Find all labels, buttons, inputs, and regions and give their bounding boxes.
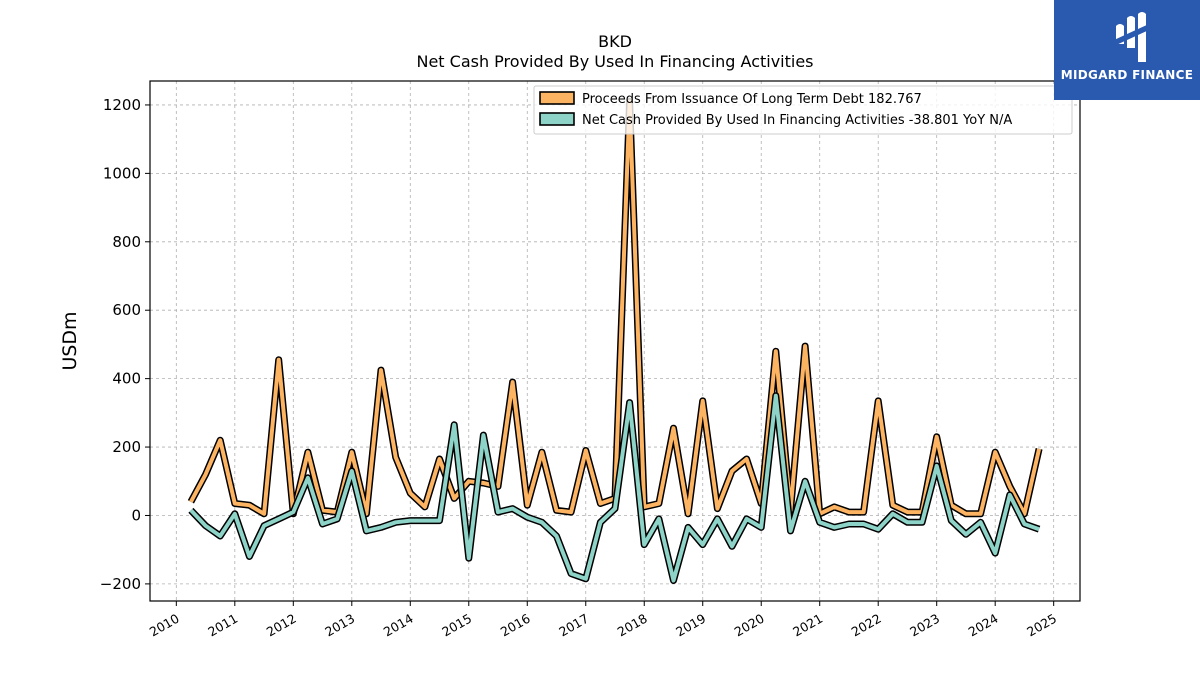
x-tick-label: 2015 (439, 611, 474, 640)
x-tick-label: 2012 (264, 611, 299, 640)
y-tick-label: 200 (112, 438, 141, 456)
x-tick-label: 2021 (790, 611, 825, 640)
x-tick-label: 2023 (907, 611, 942, 640)
x-tick-label: 2024 (966, 611, 1001, 640)
x-tick-label: 2017 (556, 611, 591, 640)
legend-label-1: Proceeds From Issuance Of Long Term Debt… (582, 92, 922, 107)
x-tick-label: 2014 (381, 611, 416, 640)
y-tick-label: 600 (112, 301, 141, 319)
legend-swatch-1 (539, 91, 575, 105)
x-tick-label: 2022 (849, 611, 884, 640)
y-tick-label: 800 (112, 233, 141, 251)
x-tick-label: 2019 (673, 611, 708, 640)
x-tick-label: 2025 (1024, 611, 1059, 640)
x-axis: 2010 2011 2012 2013 2014 2015 2016 2017 2018 2019… (147, 601, 1059, 640)
y-tick-label: 1200 (103, 96, 141, 114)
grid (150, 81, 1080, 601)
logo-mark-icon (1114, 12, 1149, 62)
y-axis: −200 0 200 400 600 800 1000 1200 (100, 96, 150, 593)
x-tick-label: 2016 (498, 611, 533, 640)
y-tick-label: 1000 (103, 164, 141, 182)
logo-name: MIDGARD FINANCE (1060, 68, 1194, 82)
series-lines (187, 98, 1043, 584)
x-tick-label: 2013 (322, 611, 357, 640)
legend: Proceeds From Issuance Of Long Term Debt… (533, 85, 1073, 135)
legend-label-2: Net Cash Provided By Used In Financing A… (582, 113, 1012, 128)
chart-subtitle: Net Cash Provided By Used In Financing A… (416, 52, 814, 71)
legend-swatch-2 (539, 112, 575, 126)
legend-box (533, 85, 1073, 135)
x-tick-label: 2018 (615, 611, 650, 640)
midgard-finance-logo: MIDGARD FINANCE (1054, 0, 1200, 100)
plot-frame (149, 80, 1081, 602)
y-tick-label: 0 (131, 506, 141, 524)
y-tick-label: 400 (112, 370, 141, 388)
x-tick-label: 2010 (147, 611, 182, 640)
chart-title: BKD (598, 32, 632, 51)
y-tick-label: −200 (100, 575, 141, 593)
series-line-1 (189, 99, 1042, 516)
y-axis-label: USDm (59, 311, 81, 370)
x-tick-label: 2020 (732, 611, 767, 640)
series-line-2 (189, 393, 1040, 583)
x-tick-label: 2011 (205, 611, 240, 640)
